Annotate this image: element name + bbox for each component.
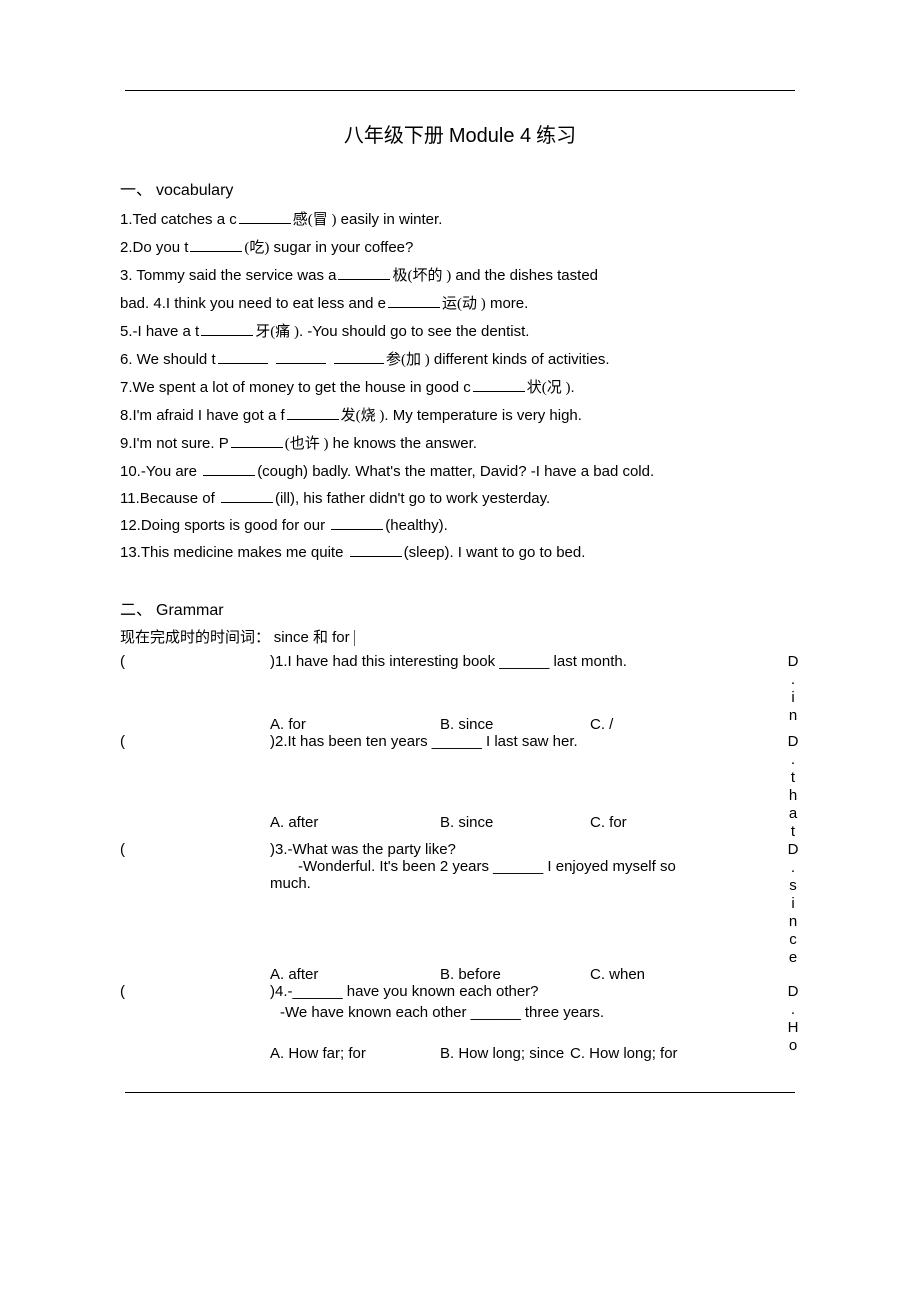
mcq-stem: )3.-What was the party like? (140, 841, 786, 858)
opt-b: B. before (440, 966, 590, 983)
vocab-item: 7.We spent a lot of money to get the hou… (120, 374, 800, 402)
paren: ( (120, 983, 140, 1062)
blank (239, 209, 291, 224)
vocab-item: 9.I'm not sure. P(也许 ) he knows the answ… (120, 430, 800, 458)
opt-b: B. How long; since (440, 1045, 570, 1062)
vocab-item: 3. Tommy said the service was a极(坏的 ) an… (120, 262, 800, 290)
blank (473, 377, 525, 392)
vocab-item: 5.-I have a t牙(痛 ). -You should go to se… (120, 318, 800, 346)
grammar-note: 现在完成时的时间词： since 和 for (120, 626, 800, 647)
vocab-item: 1.Ted catches a c感(冒 ) easily in winter. (120, 206, 800, 234)
mcq-row: ( )4.-______ have you known each other? … (120, 983, 800, 1062)
sec2-num: 二、 (120, 602, 152, 619)
mcq-stem-2: -We have known each other ______ three y… (140, 1004, 786, 1021)
opt-a: A. for (270, 716, 440, 733)
mcq-stem-3: much. (140, 875, 786, 892)
blank (287, 405, 339, 420)
title-part-a: 八年级下册 (344, 125, 444, 147)
section-2-heading: 二、 Grammar (120, 596, 800, 620)
opt-d: D.that (786, 733, 800, 841)
blank (221, 488, 273, 503)
mcq-row: ( )3.-What was the party like? -Wonderfu… (120, 841, 800, 983)
vocab-item: 12.Doing sports is good for our (healthy… (120, 512, 800, 539)
mcq-options: A. How far; for B. How long; since C. Ho… (140, 1045, 786, 1062)
mcq-options: A. after B. before C. when (140, 966, 786, 983)
vocab-item: 11.Because of (ill), his father didn't g… (120, 485, 800, 512)
mcq-stem-2: -Wonderful. It's been 2 years ______ I e… (140, 858, 786, 875)
section-1-heading: 一、 vocabulary (120, 176, 800, 200)
opt-d: D.Ho (786, 983, 800, 1062)
blank (338, 265, 390, 280)
bottom-rule (125, 1092, 795, 1093)
opt-a: A. after (270, 966, 440, 983)
mcq-options: A. after B. since C. for (140, 814, 786, 831)
blank (231, 433, 283, 448)
grammar-note-b: since 和 for (274, 629, 350, 646)
mcq-row: ( )1.I have had this interesting book __… (120, 653, 800, 733)
doc-title: 八年级下册 Module 4 练习 (120, 119, 800, 148)
blank (276, 349, 326, 364)
blank (388, 293, 440, 308)
blank (331, 515, 383, 530)
blank (218, 349, 268, 364)
opt-b: B. since (440, 814, 590, 831)
vocab-item: 13.This medicine makes me quite (sleep).… (120, 539, 800, 566)
mcq-stem: )1.I have had this interesting book ____… (140, 653, 786, 670)
opt-c: C. How long; for (570, 1045, 710, 1062)
blank (201, 321, 253, 336)
opt-b: B. since (440, 716, 590, 733)
paren: ( (120, 733, 140, 841)
blank (203, 461, 255, 476)
opt-d: D.since (786, 841, 800, 983)
opt-c: C. for (590, 814, 730, 831)
vocab-item: 6. We should t 参(加 ) different kinds of … (120, 346, 800, 374)
top-rule (125, 90, 795, 91)
vocab-item: 8.I'm afraid I have got a f发(烧 ). My tem… (120, 402, 800, 430)
mcq-row: ( )2.It has been ten years ______ I last… (120, 733, 800, 841)
opt-d: D.in (786, 653, 800, 733)
mcq-stem: )4.-______ have you known each other? (140, 983, 786, 1000)
blank (190, 237, 242, 252)
mcq-table: ( )1.I have had this interesting book __… (120, 653, 800, 1062)
blank (334, 349, 384, 364)
sec1-label: vocabulary (156, 182, 233, 199)
vocab-item: bad. 4.I think you need to eat less and … (120, 290, 800, 318)
paren: ( (120, 653, 140, 733)
title-part-latin: Module 4 (449, 125, 531, 147)
sec1-num: 一、 (120, 182, 152, 199)
opt-a: A. after (270, 814, 440, 831)
mcq-stem: )2.It has been ten years ______ I last s… (140, 733, 786, 750)
vocab-item: 10.-You are (cough) badly. What's the ma… (120, 458, 800, 485)
sec2-label: Grammar (156, 602, 224, 619)
title-part-b: 练习 (536, 125, 576, 147)
grammar-note-a: 现在完成时的时间词： (120, 630, 270, 646)
opt-c: C. when (590, 966, 730, 983)
blank (350, 542, 402, 557)
opt-a: A. How far; for (270, 1045, 440, 1062)
vocab-item: 2.Do you t(吃) sugar in your coffee? (120, 234, 800, 262)
opt-c: C. / (590, 716, 730, 733)
paren: ( (120, 841, 140, 983)
page: 八年级下册 Module 4 练习 一、 vocabulary 1.Ted ca… (0, 0, 920, 1133)
mcq-options: A. for B. since C. / (140, 716, 786, 733)
